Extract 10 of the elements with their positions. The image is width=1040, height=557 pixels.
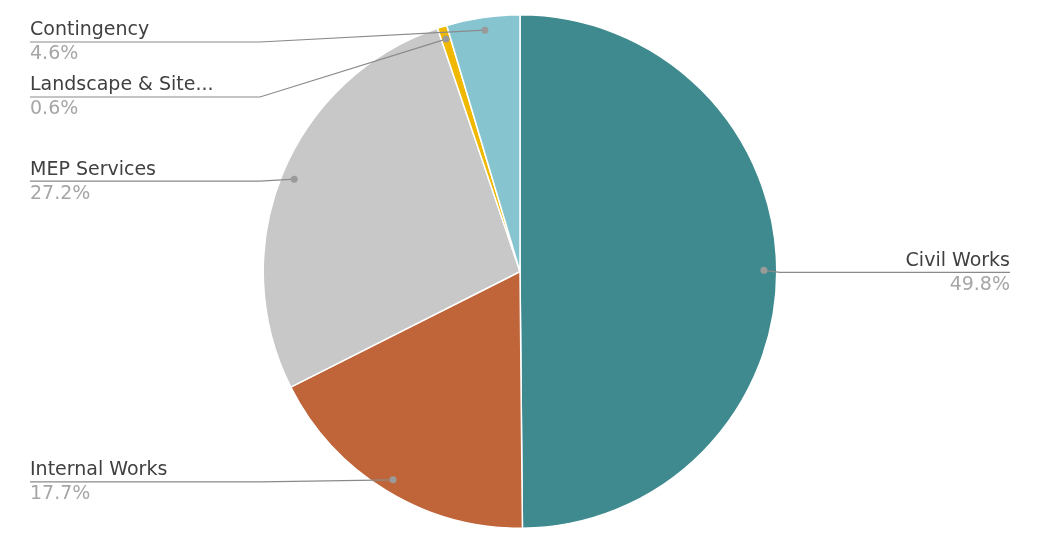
data-label: 27.2% [30,180,91,203]
slice-label: Civil Works [905,247,1010,270]
slice-label: MEP Services [30,156,157,179]
data-label: 49.8% [949,271,1010,294]
data-label: 17.7% [30,481,91,504]
slice-label: Landscape & Site... [30,72,214,95]
data-label: 0.6% [30,96,79,119]
slice-label: Internal Works [30,457,168,480]
slice-label: Contingency [30,17,150,40]
data-label: 4.6% [30,41,79,64]
